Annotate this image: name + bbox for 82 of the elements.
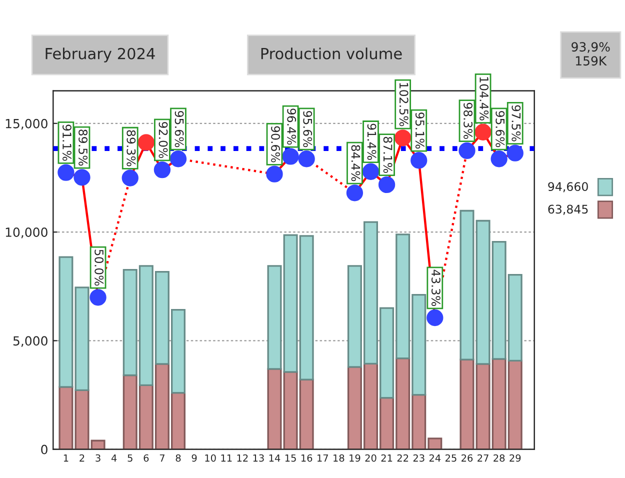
data-label: 91.4% [367, 124, 376, 160]
data-label: 91.1% [62, 124, 72, 161]
data-label: 90.6% [271, 126, 280, 162]
data-label: 89.5% [78, 130, 88, 166]
data-label: 84.4% [351, 145, 360, 182]
x-tick-label: 16 [301, 454, 312, 462]
data-label: 87.1% [383, 136, 392, 173]
y-tick-label: 0 [41, 444, 48, 454]
bar [460, 358, 474, 450]
point [170, 150, 187, 168]
x-tick-label: 21 [381, 454, 392, 462]
x-tick-label: 11 [221, 454, 232, 462]
x-tick-label: 24 [429, 454, 441, 462]
point [458, 142, 476, 160]
legend-label: 63,845 [548, 204, 588, 215]
x-tick-label: 3 [96, 454, 100, 462]
point [58, 164, 74, 181]
x-tick-label: 10 [205, 454, 216, 462]
x-tick-label: 27 [478, 454, 488, 462]
point [362, 163, 380, 180]
x-tick-label: 26 [462, 454, 473, 462]
data-label: 97.5% [512, 105, 521, 142]
x-tick-label: 29 [510, 454, 521, 462]
data-label: 95.6% [303, 111, 312, 148]
bar [460, 210, 474, 360]
point [490, 150, 508, 168]
text: February 2024 [46, 48, 155, 62]
x-tick-label: 28 [494, 454, 505, 462]
data-label: 102.5% [399, 83, 408, 126]
x-tick-label: 22 [397, 454, 408, 462]
data-label: 98.3% [464, 102, 473, 139]
point [346, 184, 364, 202]
data-label: 92.0% [158, 122, 168, 158]
point [394, 130, 412, 146]
point [298, 150, 315, 168]
x-tick-label: 15 [285, 454, 296, 462]
x-tick-label: 1 [64, 454, 68, 462]
x-tick-label: 12 [237, 454, 248, 462]
text: Production volume [261, 48, 402, 60]
bar [58, 386, 74, 450]
bar [74, 286, 90, 392]
point [426, 309, 444, 326]
point [122, 170, 138, 186]
data-label: 43.3% [431, 270, 440, 306]
x-tick-label: 5 [128, 454, 132, 462]
y-tick-label: 15,000 [6, 118, 48, 130]
point [154, 161, 171, 178]
x-tick-label: 9 [192, 454, 197, 462]
point [282, 148, 299, 165]
x-tick-label: 14 [269, 454, 280, 462]
point [138, 134, 154, 151]
data-label: 89.3% [126, 130, 136, 166]
data-label: 95.6% [174, 111, 184, 148]
legend-label: 94,660 [548, 182, 588, 192]
x-tick-label: 7 [160, 454, 164, 462]
bar [58, 256, 74, 388]
text: 93,9% 159K [572, 42, 610, 66]
x-tick-label: 19 [350, 454, 360, 462]
x-tick-label: 8 [176, 454, 181, 462]
data-label: 104.4% [480, 77, 489, 120]
point [266, 166, 283, 182]
x-tick-label: 2 [80, 454, 84, 462]
x-tick-label: 25 [445, 454, 456, 462]
x-tick-label: 6 [144, 454, 149, 462]
x-tick-label: 4 [111, 454, 117, 462]
x-tick-label: 18 [334, 454, 344, 462]
x-tick-label: 20 [365, 454, 376, 462]
data-label: 96.4% [287, 108, 296, 145]
point [506, 144, 524, 162]
point [410, 152, 428, 169]
point [90, 289, 106, 306]
point [474, 124, 492, 140]
x-tick-label: 17 [318, 454, 328, 462]
x-tick-label: 23 [413, 454, 424, 462]
data-label: 95.6% [496, 111, 505, 148]
data-label: 95.1% [415, 112, 424, 149]
x-tick-label: 13 [253, 454, 264, 462]
point [74, 169, 90, 186]
y-tick-label: 10,000 [6, 228, 48, 238]
data-label: 50.0% [94, 250, 104, 286]
y-tick-label: 5,000 [13, 336, 48, 347]
point [378, 176, 396, 194]
